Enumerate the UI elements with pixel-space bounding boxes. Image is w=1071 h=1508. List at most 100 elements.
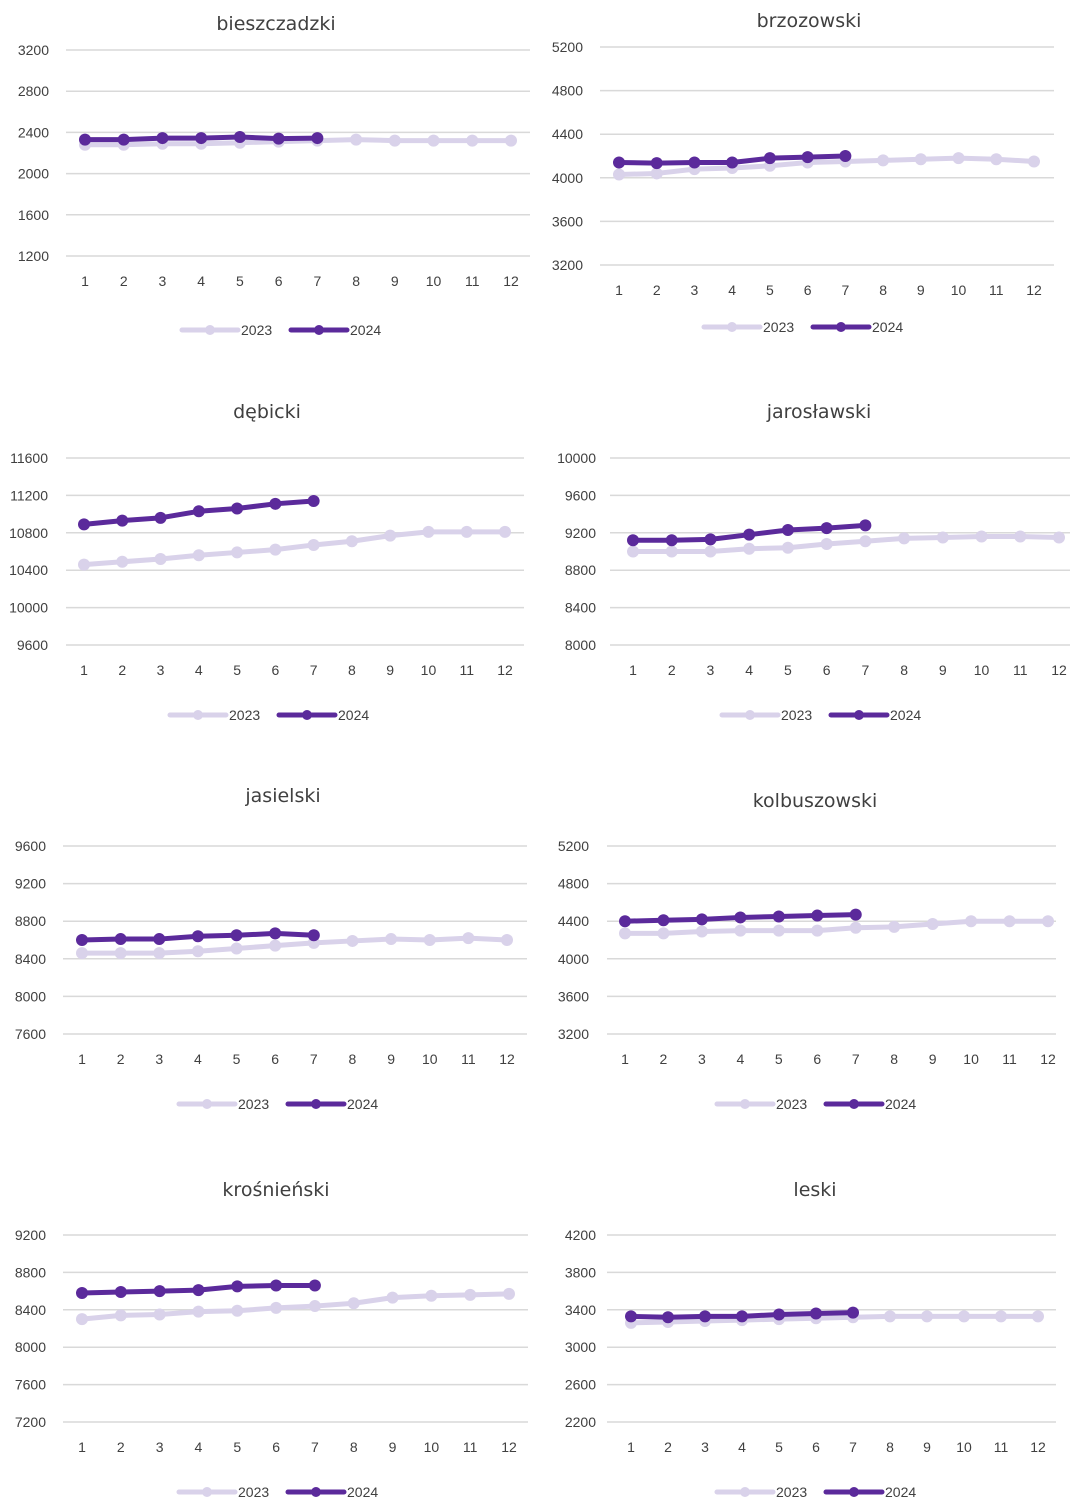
x-tick-label: 6: [271, 662, 279, 678]
x-tick-label: 11: [463, 1439, 478, 1455]
chart-panel-bieszczadzki: bieszczadzki 1200 1600 2000 2400 2800 3200 1 2 3 4…: [0, 0, 536, 345]
x-tick-label: 5: [775, 1439, 783, 1455]
x-tick-label: 2: [653, 282, 661, 298]
x-tick-label: 12: [1030, 1439, 1046, 1455]
data-point-2023: [76, 947, 88, 960]
x-tick-label: 4: [736, 1051, 744, 1067]
x-tick-label: 6: [813, 1051, 821, 1067]
x-tick-label: 11: [459, 662, 474, 678]
x-tick-label: 9: [923, 1439, 931, 1455]
y-tick-label: 5200: [558, 838, 589, 854]
data-point-2023: [503, 1287, 515, 1300]
x-tick-label: 11: [994, 1439, 1009, 1455]
x-tick-label: 1: [78, 1051, 86, 1067]
y-tick-label: 3600: [558, 988, 589, 1004]
x-tick-label: 1: [81, 273, 89, 289]
y-tick-label: 4400: [558, 913, 589, 929]
x-tick-label: 4: [194, 1051, 202, 1067]
legend-label-2024: 2024: [350, 322, 381, 338]
x-tick-label: 8: [900, 662, 908, 678]
legend: 2023 2024: [179, 322, 381, 338]
data-point-2023: [884, 1310, 896, 1323]
chart-panel-kolbuszowski: kolbuszowski 3200 3600 4000 4400 4800 5200 1 2 3 4…: [535, 775, 1071, 1120]
x-tick-label: 5: [775, 1051, 783, 1067]
x-tick-label: 7: [310, 662, 318, 678]
x-tick-label: 12: [503, 273, 519, 289]
x-tick-label: 7: [313, 273, 321, 289]
x-tick-label: 9: [939, 662, 947, 678]
data-point-2023: [859, 535, 872, 548]
data-point-2024: [116, 514, 129, 527]
y-tick-label: 4200: [565, 1227, 596, 1243]
x-tick-label: 1: [629, 662, 637, 678]
data-point-2024: [76, 1286, 88, 1299]
data-point-2023: [460, 525, 473, 538]
data-point-2024: [114, 1286, 127, 1299]
data-point-2023: [350, 133, 363, 146]
x-tick-label: 7: [311, 1439, 319, 1455]
y-tick-label: 3800: [565, 1264, 596, 1280]
x-tick-label: 12: [501, 1439, 517, 1455]
chart-title: krośnieński: [222, 1179, 329, 1201]
data-point-2024: [743, 528, 756, 541]
data-point-2024: [704, 533, 717, 546]
legend-marker-2024: [836, 322, 846, 332]
data-point-2023: [346, 934, 359, 947]
x-tick-label: 11: [989, 282, 1004, 298]
x-tick-label: 3: [707, 662, 715, 678]
x-tick-label: 1: [621, 1051, 629, 1067]
data-point-2023: [734, 924, 747, 937]
x-tick-label: 9: [929, 1051, 937, 1067]
legend-marker-2023: [745, 710, 755, 720]
legend-marker-2024: [311, 1487, 321, 1497]
y-tick-label: 1600: [18, 207, 49, 223]
y-tick-label: 10000: [9, 600, 48, 616]
data-point-2023: [619, 927, 631, 940]
y-tick-label: 3400: [565, 1302, 596, 1318]
chart-title: dębicki: [233, 401, 301, 423]
y-tick-label: 9200: [15, 1227, 46, 1243]
legend-marker-2024: [849, 1487, 859, 1497]
data-point-2023: [704, 545, 717, 558]
x-tick-label: 7: [849, 1439, 857, 1455]
x-tick-label: 5: [233, 662, 241, 678]
series-line-2023: [81, 529, 508, 568]
data-point-2024: [820, 522, 833, 535]
data-point-2024: [839, 150, 852, 162]
data-point-2024: [270, 1279, 283, 1292]
x-tick-label: 7: [841, 282, 849, 298]
series-line-2023: [79, 1291, 512, 1322]
legend-marker-2023: [205, 325, 215, 335]
data-point-2023: [423, 934, 436, 946]
y-tick-label: 7600: [15, 1377, 46, 1393]
y-tick-label: 2200: [565, 1414, 596, 1430]
data-point-2023: [462, 932, 475, 945]
x-tick-label: 11: [461, 1051, 476, 1067]
data-point-2023: [345, 535, 358, 548]
data-point-2024: [76, 934, 88, 946]
x-tick-label: 2: [117, 1439, 125, 1455]
legend-marker-2024: [854, 710, 864, 720]
series-line-2023: [622, 918, 1051, 936]
x-tick-label: 3: [156, 1439, 164, 1455]
chart-panel-jasielski: jasielski 7600 8000 8400 8800 9200 9600 1 2 3 4 5 6 7…: [0, 775, 536, 1120]
data-point-2024: [153, 933, 166, 946]
x-tick-label: 8: [886, 1439, 894, 1455]
legend-label-2024: 2024: [890, 707, 921, 723]
data-point-2023: [230, 942, 243, 955]
x-tick-label: 10: [424, 1439, 440, 1455]
legend-marker-2023: [727, 322, 737, 332]
x-tick-label: 2: [120, 273, 128, 289]
x-tick-label: 10: [974, 662, 990, 678]
data-point-2024: [650, 157, 663, 170]
data-point-2024: [269, 927, 282, 940]
data-point-2023: [613, 168, 625, 181]
data-point-2024: [781, 523, 794, 536]
data-point-2024: [78, 518, 90, 531]
y-tick-label: 10400: [9, 562, 48, 578]
data-point-2023: [665, 545, 678, 558]
series-line-2023: [628, 1313, 1041, 1326]
data-point-2023: [958, 1310, 970, 1323]
legend-label-2024: 2024: [885, 1484, 916, 1500]
